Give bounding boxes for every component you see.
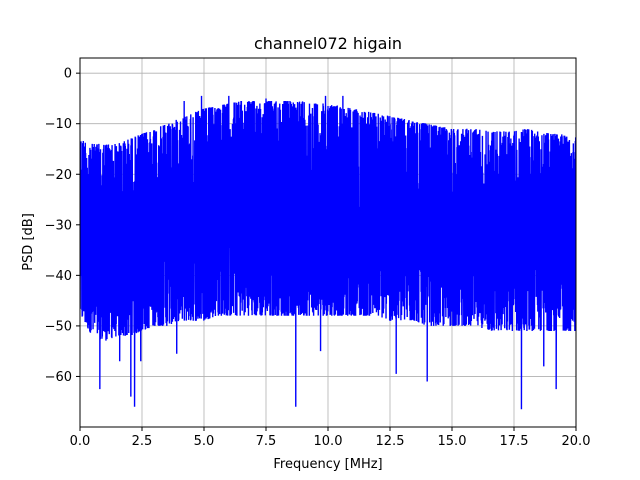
y-axis-ticks: 0 −10 −20 −30 −40 −50 −60 — [45, 67, 80, 385]
y-tick-label: −60 — [45, 370, 72, 385]
series-layer — [80, 95, 576, 410]
psd-series-line — [80, 95, 576, 410]
y-tick-label: −40 — [45, 269, 72, 284]
x-axis-label: Frequency [MHz] — [273, 457, 382, 472]
x-axis-ticks: 0.0 2.5 5.0 7.5 10.0 12.5 15.0 17.5 20.0 — [70, 427, 591, 449]
x-tick-label: 12.5 — [376, 434, 405, 449]
plot-area — [80, 95, 576, 410]
chart-title: channel072 higain — [254, 34, 402, 53]
x-tick-label: 0.0 — [70, 434, 91, 449]
x-tick-label: 17.5 — [500, 434, 529, 449]
x-tick-label: 10.0 — [314, 434, 343, 449]
y-tick-label: −30 — [45, 218, 72, 233]
x-tick-label: 5.0 — [194, 434, 215, 449]
x-tick-label: 7.5 — [256, 434, 277, 449]
y-tick-label: −50 — [45, 319, 72, 334]
y-tick-label: 0 — [64, 67, 72, 82]
y-tick-label: −20 — [45, 168, 72, 183]
y-tick-label: −10 — [45, 117, 72, 132]
y-axis-label: PSD [dB] — [21, 213, 36, 271]
x-tick-label: 20.0 — [562, 434, 591, 449]
x-tick-label: 15.0 — [438, 434, 467, 449]
x-tick-label: 2.5 — [132, 434, 153, 449]
